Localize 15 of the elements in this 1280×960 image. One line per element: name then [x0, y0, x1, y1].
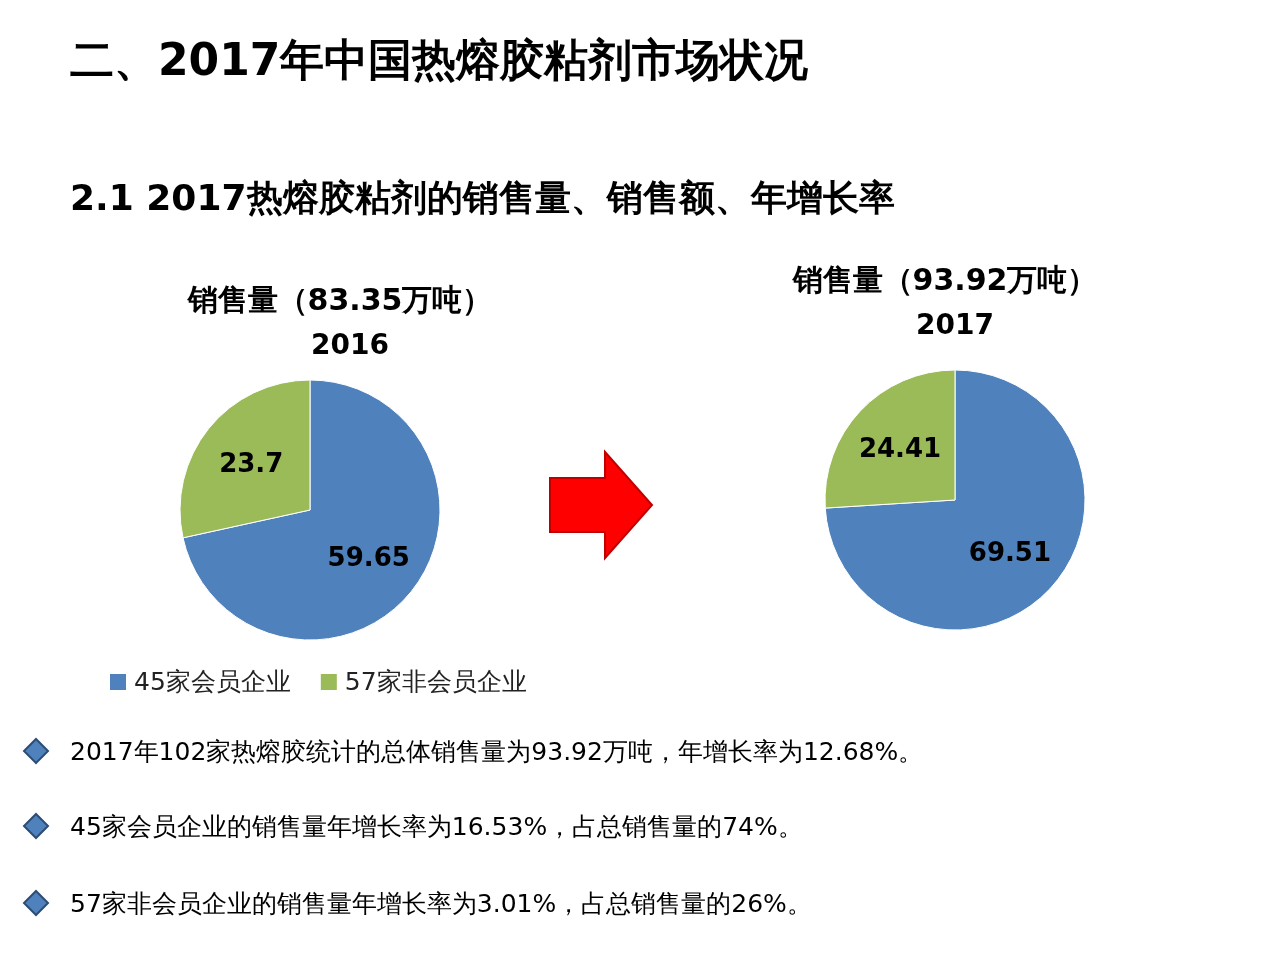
data-label: 59.65	[327, 542, 410, 573]
chart-title: 销售量（83.35万吨）	[185, 282, 493, 317]
data-label: 69.51	[968, 536, 1052, 567]
legend-label: 57家非会员企业	[344, 667, 527, 696]
data-label: 23.7	[219, 447, 284, 478]
text: 2.1 2017热熔胶粘剂的销售量、销售额、年增长率	[70, 177, 895, 218]
text: 二、2017年中国热熔胶粘剂市场状况	[70, 34, 809, 85]
chart-subtitle: 2016	[311, 328, 389, 361]
data-label: 24.41	[858, 433, 942, 464]
legend-label: 45家会员企业	[134, 667, 291, 696]
chart-title: 销售量（93.92万吨）	[790, 262, 1098, 297]
chart-subtitle: 2017	[916, 308, 994, 341]
text: 57家非会员企业的销售量年增长率为3.01%，占总销售量的26%。	[70, 889, 812, 918]
text: 45家会员企业的销售量年增长率为16.53%，占总销售量的74%。	[70, 812, 803, 841]
text: 2017年102家热熔胶统计的总体销售量为93.92万吨，年增长率为12.68%。	[70, 737, 924, 766]
